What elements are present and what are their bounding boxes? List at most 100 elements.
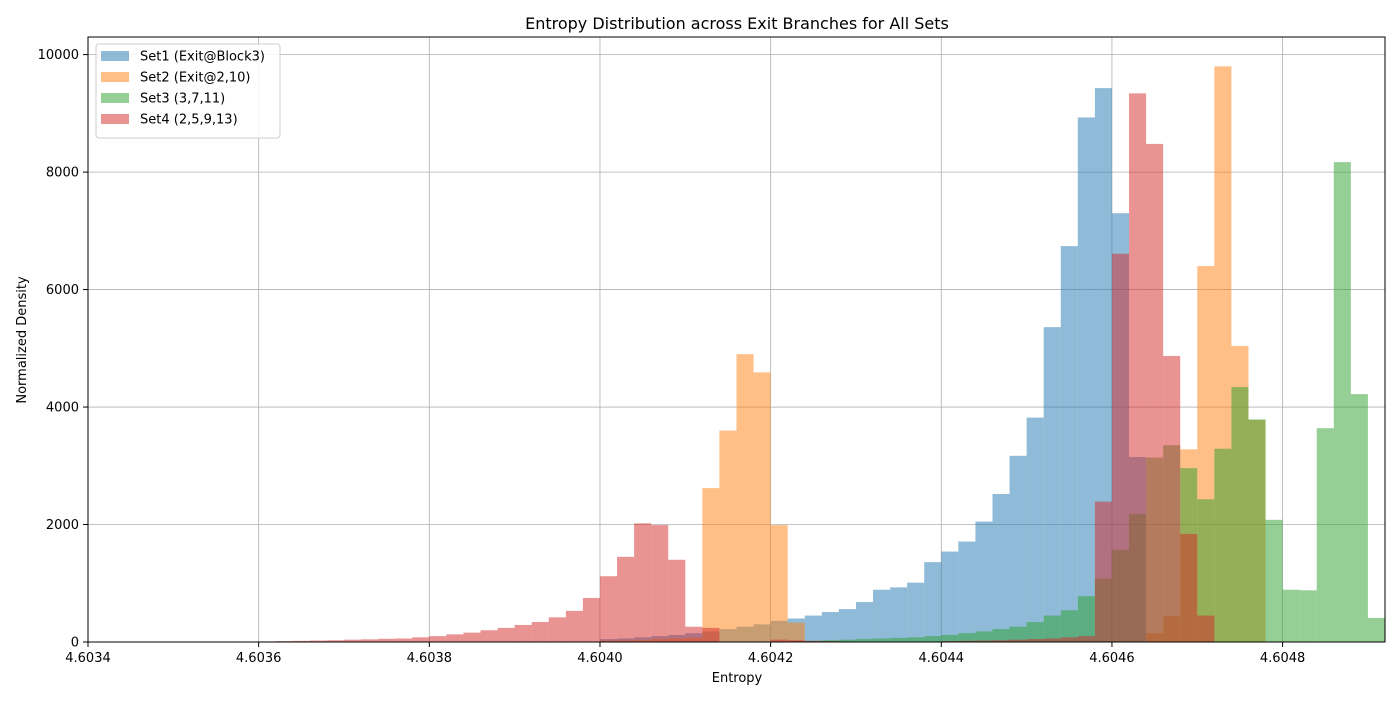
histogram-bar xyxy=(890,587,907,642)
histogram-bar xyxy=(1129,93,1146,642)
histogram-bar xyxy=(498,628,515,642)
histogram-bar xyxy=(1197,616,1214,642)
x-tick-label: 4.6034 xyxy=(65,651,111,666)
histogram-bar xyxy=(1214,449,1231,642)
histogram-bar xyxy=(907,583,924,642)
histogram-bar xyxy=(583,598,600,642)
legend-label: Set2 (Exit@2,10) xyxy=(140,71,250,86)
legend-label: Set4 (2,5,9,13) xyxy=(140,113,238,128)
histogram-bar xyxy=(1061,610,1078,642)
histogram-bar xyxy=(429,636,446,642)
histogram-bar xyxy=(1061,246,1078,642)
histogram-bar xyxy=(992,629,1009,642)
histogram-bar xyxy=(566,611,583,642)
legend-label: Set1 (Exit@Block3) xyxy=(140,50,265,65)
y-tick-label: 0 xyxy=(71,636,79,651)
y-tick-label: 10000 xyxy=(38,48,79,63)
histogram-bar xyxy=(1061,637,1078,642)
x-tick-label: 4.6046 xyxy=(1089,651,1135,666)
histogram-bar xyxy=(822,612,839,642)
histogram-bar xyxy=(873,590,890,642)
histogram-bar xyxy=(754,372,771,642)
histogram-bar xyxy=(1334,162,1351,642)
histogram-bar xyxy=(1044,638,1061,642)
histogram-bar xyxy=(805,616,822,642)
histogram-bar xyxy=(685,627,702,642)
histogram-bar xyxy=(446,634,463,642)
histogram-bar xyxy=(890,638,907,642)
histogram-bar xyxy=(1010,456,1027,642)
histogram-bar xyxy=(617,557,634,642)
histogram-bar xyxy=(1027,622,1044,642)
x-tick-label: 4.6044 xyxy=(919,651,965,666)
histogram-bar xyxy=(1317,428,1334,642)
histogram-bar xyxy=(1163,356,1180,642)
x-tick-label: 4.6042 xyxy=(748,651,794,666)
histogram-bar xyxy=(873,638,890,642)
histogram-bar xyxy=(1248,419,1265,642)
histogram-bar xyxy=(958,633,975,642)
x-tick-label: 4.6038 xyxy=(407,651,453,666)
chart-title: Entropy Distribution across Exit Branche… xyxy=(525,14,949,33)
histogram-bar xyxy=(1044,616,1061,642)
y-tick-label: 8000 xyxy=(46,166,79,181)
histogram-bar xyxy=(856,602,873,642)
histogram-bar xyxy=(788,623,805,642)
histogram-bar xyxy=(924,562,941,642)
histogram-bar xyxy=(395,638,412,642)
histogram-bar xyxy=(1351,394,1368,642)
y-tick-label: 2000 xyxy=(46,518,79,533)
histogram-bar xyxy=(992,494,1009,642)
legend-label: Set3 (3,7,11) xyxy=(140,92,225,107)
histogram-bar xyxy=(600,576,617,642)
histogram-bar xyxy=(702,488,719,642)
histogram-bar xyxy=(1368,618,1385,642)
histogram-bar xyxy=(1283,590,1300,642)
histogram-bar xyxy=(771,525,788,642)
histogram-bar xyxy=(1146,144,1163,642)
histogram-bar xyxy=(515,625,532,642)
histogram-bar xyxy=(907,637,924,642)
histogram-bar xyxy=(1266,520,1283,642)
histogram-bar xyxy=(1044,327,1061,642)
y-tick-label: 6000 xyxy=(46,283,79,298)
histogram-bar xyxy=(412,637,429,642)
histogram-bar xyxy=(737,354,754,642)
histogram-bar xyxy=(1300,590,1317,642)
histogram-bar xyxy=(1180,534,1197,642)
y-tick-label: 4000 xyxy=(46,401,79,416)
histogram-bar xyxy=(463,633,480,642)
histogram-bar xyxy=(1078,596,1095,642)
histogram-bar xyxy=(532,622,549,642)
histogram-bar xyxy=(941,635,958,642)
histogram-bar xyxy=(702,628,719,642)
histogram-bar xyxy=(1231,387,1248,642)
x-tick-label: 4.6048 xyxy=(1260,651,1306,666)
legend: Set1 (Exit@Block3) Set2 (Exit@2,10) Set3 (… xyxy=(96,44,280,138)
histogram-bar xyxy=(668,560,685,642)
histogram-bar xyxy=(975,631,992,642)
legend-swatch xyxy=(101,72,129,82)
histogram-bar xyxy=(1078,117,1095,642)
histogram-bar xyxy=(958,542,975,642)
legend-swatch xyxy=(101,93,129,103)
x-tick-label: 4.6036 xyxy=(236,651,282,666)
histogram-bar xyxy=(1095,502,1112,642)
histogram-bar xyxy=(719,431,736,642)
histogram-bar xyxy=(975,522,992,642)
x-tick-label: 4.6040 xyxy=(577,651,623,666)
histogram-bar xyxy=(941,552,958,642)
x-axis-label: Entropy xyxy=(712,671,763,686)
histogram-bar xyxy=(839,609,856,642)
histogram-bar xyxy=(481,630,498,642)
histogram-bar xyxy=(549,617,566,642)
histogram-bar xyxy=(634,523,651,642)
legend-swatch xyxy=(101,51,129,61)
histogram-bar xyxy=(924,636,941,642)
y-axis-label: Normalized Density xyxy=(15,276,30,404)
histogram-bar xyxy=(1078,636,1095,642)
legend-swatch xyxy=(101,114,129,124)
histogram-bar xyxy=(651,525,668,642)
